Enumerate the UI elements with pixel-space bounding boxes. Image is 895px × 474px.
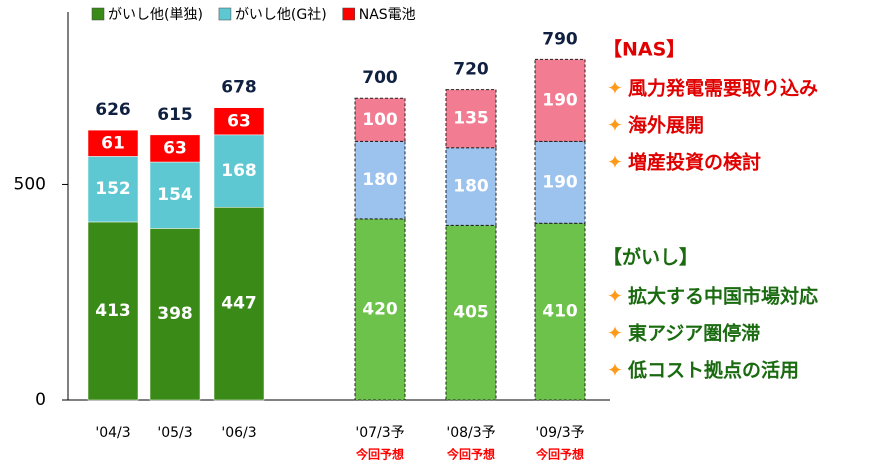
annotation-item: 拡大する中国市場対応: [628, 285, 818, 308]
total-label: 678: [221, 78, 257, 98]
bar-segment: [213, 107, 265, 136]
category-note: 今回予想: [535, 447, 584, 462]
bullet-star: ✦: [607, 78, 623, 100]
bar-segment: [213, 134, 265, 208]
legend-label: NAS電池: [359, 7, 416, 23]
value-label: 398: [157, 304, 193, 324]
y-tick-label: 0: [35, 390, 46, 410]
bar-segment: [445, 224, 497, 401]
value-label: 420: [362, 299, 398, 319]
annotation-item: 海外展開: [628, 114, 704, 137]
value-label: 135: [453, 109, 489, 129]
total-label: 615: [157, 105, 193, 125]
x-tick-label: '06/3: [221, 425, 256, 441]
total-label: 790: [542, 29, 578, 49]
annotation-heading: 【がいし】: [603, 246, 698, 269]
total-label: 720: [453, 60, 489, 80]
bar-segment: [87, 156, 139, 223]
annotation-heading: 【NAS】: [603, 38, 685, 61]
legend-swatch: [91, 7, 105, 21]
value-label: 61: [101, 133, 125, 153]
value-label: 63: [227, 111, 251, 131]
annotation-item: 低コスト拠点の活用: [627, 359, 799, 382]
value-label: 190: [542, 172, 578, 192]
x-tick-label: '07/3予: [355, 425, 404, 441]
bar-segment: [445, 147, 497, 226]
legend-label: がいし他(G社): [235, 7, 327, 23]
bar-segment: [354, 97, 406, 142]
x-tick-label: '04/3: [95, 425, 130, 441]
value-label: 410: [542, 302, 578, 322]
value-label: 413: [95, 301, 131, 321]
bar-segment: [87, 221, 139, 401]
value-label: 100: [362, 110, 398, 130]
annotation-item: 増産投資の検討: [628, 151, 761, 174]
bar-segment: [213, 207, 265, 401]
x-tick-label: '09/3予: [535, 425, 584, 441]
bullet-star: ✦: [607, 360, 623, 382]
value-label: 180: [362, 170, 398, 190]
bar-segment: [534, 58, 586, 142]
bar-segment: [149, 228, 201, 401]
bullet-star: ✦: [607, 152, 623, 174]
legend-swatch: [218, 7, 232, 21]
value-label: 154: [157, 185, 193, 205]
bullet-star: ✦: [607, 115, 623, 137]
value-label: 63: [163, 138, 187, 158]
bar-segment: [445, 89, 497, 149]
value-label: 168: [221, 161, 257, 181]
total-label: 700: [362, 68, 398, 88]
annotation-item: 東アジア圏停滞: [628, 322, 760, 345]
x-tick-label: '05/3: [157, 425, 192, 441]
bar-segment: [149, 134, 201, 163]
value-label: 405: [453, 303, 489, 323]
category-note: 今回予想: [355, 447, 404, 462]
value-label: 180: [453, 177, 489, 197]
bar-segment: [354, 140, 406, 220]
bullet-star: ✦: [607, 286, 623, 308]
y-tick-label: 500: [14, 174, 46, 194]
annotation-item: 風力発電需要取り込み: [628, 77, 818, 100]
value-label: 152: [95, 179, 131, 199]
bar-segment: [149, 161, 201, 229]
legend-label: がいし他(単独): [108, 7, 203, 23]
x-tick-label: '08/3予: [446, 425, 495, 441]
total-label: 626: [95, 100, 131, 120]
category-note: 今回予想: [446, 447, 495, 462]
bullet-star: ✦: [607, 323, 623, 345]
bar-segment: [87, 129, 139, 157]
value-label: 190: [542, 90, 578, 110]
value-label: 447: [221, 294, 257, 314]
legend-swatch: [342, 7, 355, 21]
